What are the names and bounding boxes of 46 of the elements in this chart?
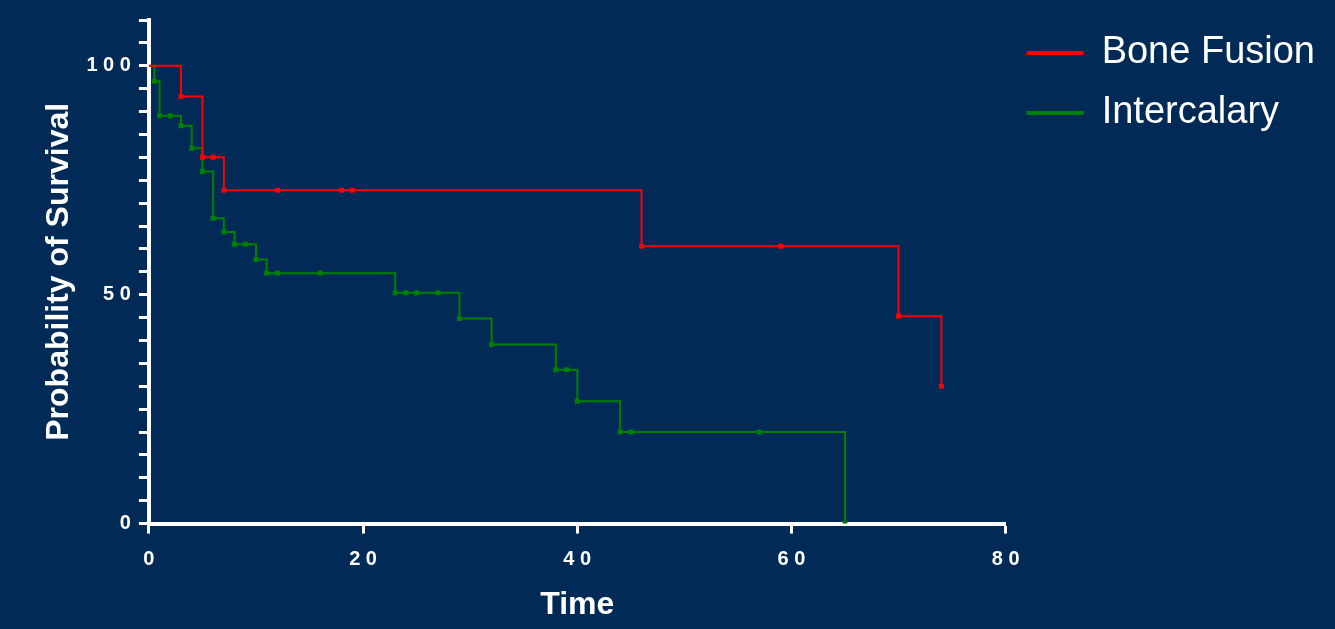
point bbox=[639, 243, 644, 249]
x-tick-label: 4 0 bbox=[563, 547, 592, 570]
point bbox=[896, 313, 902, 319]
point bbox=[414, 290, 420, 296]
point bbox=[778, 243, 784, 249]
point bbox=[221, 229, 227, 235]
point bbox=[489, 342, 495, 348]
point bbox=[617, 429, 623, 435]
point bbox=[242, 241, 248, 247]
y-tick-label: 1 0 0 bbox=[86, 53, 131, 76]
point bbox=[264, 270, 270, 276]
point bbox=[151, 78, 157, 84]
point bbox=[339, 187, 345, 193]
point bbox=[221, 187, 227, 193]
legend-label: Bone Fusion bbox=[1101, 29, 1316, 72]
y-tick-label: 5 0 bbox=[103, 282, 131, 305]
point bbox=[199, 169, 205, 175]
point bbox=[553, 367, 559, 373]
point bbox=[435, 290, 441, 296]
point bbox=[232, 241, 238, 247]
point bbox=[756, 429, 762, 435]
x-axis-title: Time bbox=[540, 584, 615, 621]
point bbox=[210, 154, 216, 160]
x-tick-label: 8 0 bbox=[991, 547, 1020, 570]
legend-label: Intercalary bbox=[1101, 89, 1280, 132]
point bbox=[274, 187, 280, 193]
point bbox=[274, 270, 280, 276]
point bbox=[403, 290, 409, 296]
x-tick-label: 0 bbox=[143, 547, 155, 570]
y-axis-title: Probability of Survival bbox=[39, 102, 76, 441]
point bbox=[210, 215, 216, 221]
point bbox=[564, 367, 570, 373]
point bbox=[349, 187, 355, 193]
point bbox=[574, 398, 580, 404]
point bbox=[628, 429, 634, 435]
x-tick-label: 2 0 bbox=[349, 547, 377, 570]
point bbox=[167, 113, 173, 119]
y-tick-label: 0 bbox=[119, 511, 131, 534]
point bbox=[392, 290, 398, 296]
point bbox=[189, 145, 195, 151]
x-tick-label: 6 0 bbox=[777, 547, 806, 570]
point bbox=[317, 270, 323, 276]
point bbox=[157, 113, 163, 119]
point bbox=[938, 383, 944, 389]
point bbox=[456, 316, 462, 321]
point bbox=[199, 154, 205, 160]
